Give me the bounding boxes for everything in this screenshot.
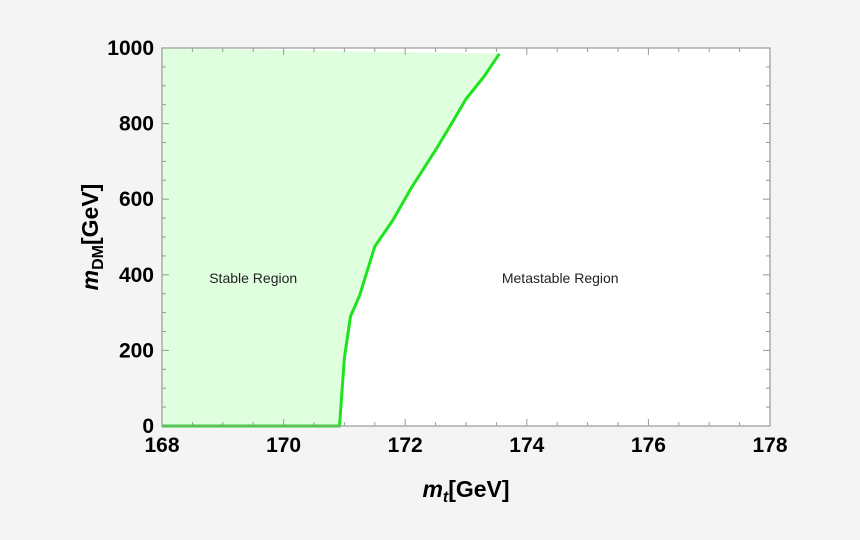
x-tick-label: 172 xyxy=(388,434,423,457)
stability-boundary-line xyxy=(162,52,501,428)
y-tick-label: 1000 xyxy=(107,37,154,60)
y-axis-label: mDM[GeV] xyxy=(77,184,107,291)
region-label: Metastable Region xyxy=(502,270,619,286)
y-tick-label: 0 xyxy=(142,415,154,438)
y-tick-label: 800 xyxy=(119,113,154,136)
region-annotations: Stable Region Metastable Region xyxy=(209,270,618,286)
x-tick-label: 178 xyxy=(752,434,787,457)
x-tick-labels: 168 170 172 174 176 178 xyxy=(144,434,787,457)
y-tick-label: 400 xyxy=(119,264,154,287)
y-tick-label: 200 xyxy=(119,339,154,362)
y-tick-labels: 0 200 400 600 800 1000 xyxy=(107,37,154,438)
x-tick-label: 174 xyxy=(509,434,544,457)
x-axis-label: mt[GeV] xyxy=(422,476,509,506)
region-label: Stable Region xyxy=(209,270,297,286)
plot-frame xyxy=(161,47,771,427)
x-tick-label: 176 xyxy=(631,434,666,457)
y-tick-label: 600 xyxy=(119,188,154,211)
x-tick-label: 170 xyxy=(266,434,301,457)
stable-region-fill xyxy=(162,48,500,426)
x-tick-label: 168 xyxy=(144,434,179,457)
